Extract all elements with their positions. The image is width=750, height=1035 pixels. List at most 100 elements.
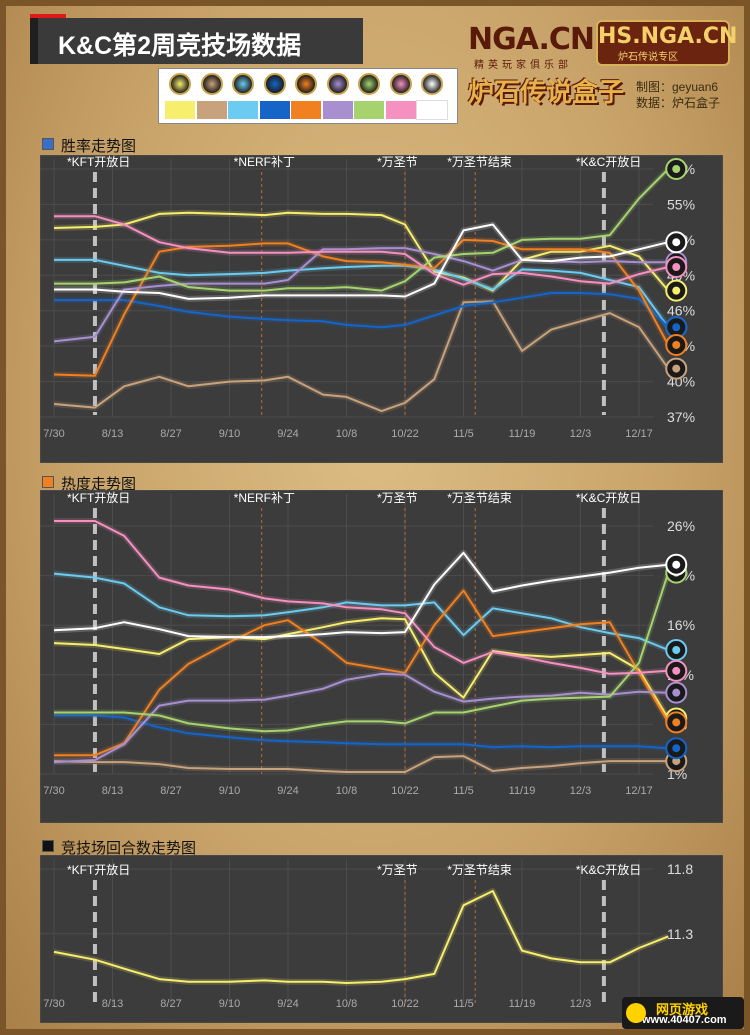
series-line	[53, 890, 669, 984]
shaman-icon	[358, 73, 380, 95]
series-line	[53, 247, 669, 343]
hunter-icon	[200, 73, 223, 95]
x-tick-label: 12/17	[625, 428, 653, 440]
x-tick-label: 12/3	[570, 998, 591, 1010]
series-end-dot	[672, 165, 681, 173]
winrate-chart: 58%55%52%49%46%43%40%37%7/308/138/279/10…	[40, 155, 723, 463]
x-tick-label: 9/24	[277, 785, 298, 797]
x-tick-label: 8/27	[160, 785, 181, 797]
series-line	[53, 672, 669, 764]
x-tick-label: 10/22	[391, 998, 419, 1010]
popularity-section-marker	[42, 476, 54, 488]
event-label: *NERF补丁	[234, 155, 295, 169]
x-tick-label: 9/24	[277, 428, 298, 440]
site-badge: 网页游戏 www.40407.com	[622, 997, 744, 1029]
series-end-dot	[672, 340, 681, 349]
event-label: *NERF补丁	[234, 491, 295, 505]
hs-nga-logo-subtitle: 炉石传说专区	[618, 52, 678, 63]
y-tick-label: 37%	[667, 409, 695, 425]
series-end-dot	[672, 757, 681, 766]
x-tick-label: 9/10	[219, 785, 240, 797]
rounds-section-marker	[42, 840, 54, 852]
mage-icon	[232, 73, 254, 95]
x-tick-label: 11/5	[453, 785, 474, 797]
event-label: *KFT开放日	[67, 490, 130, 505]
series-line	[54, 589, 670, 757]
series-end-dot	[672, 364, 681, 373]
x-tick-label: 11/5	[453, 428, 474, 440]
priest-icon	[295, 73, 317, 95]
x-tick-label: 8/13	[102, 785, 123, 797]
series-end-dot	[672, 688, 681, 697]
popularity-title-text: 热度走势图	[61, 476, 137, 493]
series-line	[53, 617, 670, 719]
event-label: *K&C开放日	[576, 862, 641, 877]
paladin-icon	[263, 73, 286, 95]
x-tick-label: 8/13	[102, 998, 123, 1010]
hearthstone-box-logo: 炉石传说盒子	[468, 78, 625, 108]
series-end-dot	[672, 286, 681, 295]
x-tick-label: 9/24	[277, 998, 298, 1010]
rounds-title-text: 竞技场回合数走势图	[61, 840, 197, 857]
series-line	[54, 258, 670, 328]
series-end-dot	[672, 238, 681, 247]
series-line	[54, 215, 669, 286]
series-end-dot	[672, 744, 681, 753]
rogue-icon	[326, 73, 349, 95]
x-tick-label: 10/22	[391, 428, 419, 440]
series-line	[54, 292, 669, 329]
producer-credit: 制图：geyuan6	[636, 80, 719, 94]
x-tick-label: 7/30	[43, 998, 64, 1010]
y-tick-label: 46%	[667, 303, 695, 319]
x-tick-label: 8/13	[102, 428, 123, 440]
warrior-icon	[421, 73, 443, 95]
event-label: *万圣节结束	[447, 155, 512, 169]
event-label: *K&C开放日	[576, 155, 641, 169]
smiley-icon	[626, 1003, 646, 1023]
x-tick-label: 11/19	[509, 428, 536, 440]
badge-top-text: 网页游戏	[656, 1002, 709, 1017]
hs-nga-logo: HS.NGA.CN	[596, 20, 737, 66]
popularity-chart: 26%21%16%11%6%1%7/308/138/279/109/2410/8…	[40, 490, 723, 823]
badge-bottom-text: www.40407.com	[642, 1014, 727, 1026]
legend-swatch-mage	[228, 101, 258, 119]
series-line	[53, 755, 669, 773]
page-title: K&C第2周竞技场数据	[58, 32, 302, 60]
x-tick-label: 9/10	[219, 428, 240, 440]
y-tick-label: 11.3	[667, 926, 693, 942]
series-line	[54, 572, 670, 733]
x-tick-label: 8/27	[160, 428, 181, 440]
series-line	[54, 714, 669, 750]
plot-background	[40, 490, 723, 823]
series-line	[53, 300, 670, 413]
series-line	[53, 551, 669, 639]
series-end-dot	[672, 560, 681, 569]
rounds-chart: 11.8 11.3 7/30 8/13 8/27 9/10 9/24 10/8 10/22 11/…	[40, 855, 723, 1023]
x-tick-label: 10/8	[336, 428, 357, 440]
series-line	[53, 211, 670, 292]
legend-swatch-rogue	[322, 101, 353, 119]
series-end-dot	[672, 718, 681, 727]
event-label: *万圣节结束	[447, 491, 512, 505]
x-tick-label: 11/19	[509, 998, 536, 1010]
winrate-section-title: 胜率走势图	[42, 135, 136, 156]
x-tick-label: 8/27	[160, 998, 181, 1010]
legend-swatch-paladin	[259, 101, 290, 119]
x-tick-label: 11/19	[509, 785, 536, 797]
x-tick-label: 10/8	[336, 785, 357, 797]
y-tick-label: 55%	[667, 196, 695, 212]
event-label: *KFT开放日	[67, 862, 130, 877]
y-tick-label: 16%	[667, 617, 695, 633]
legend-swatch-priest	[291, 101, 321, 119]
x-tick-label: 7/30	[43, 428, 64, 440]
x-tick-label: 10/8	[336, 998, 357, 1010]
nga-logo-subtitle: 精英玩家俱乐部	[474, 60, 572, 71]
title-box	[30, 18, 363, 64]
druid-icon	[169, 73, 191, 95]
legend-swatch-druid	[165, 101, 195, 119]
x-tick-label: 7/30	[43, 785, 64, 797]
x-tick-label: 10/22	[391, 785, 419, 797]
series-line	[53, 238, 670, 377]
plot-background	[40, 855, 723, 1023]
series-end-dot	[672, 666, 681, 675]
